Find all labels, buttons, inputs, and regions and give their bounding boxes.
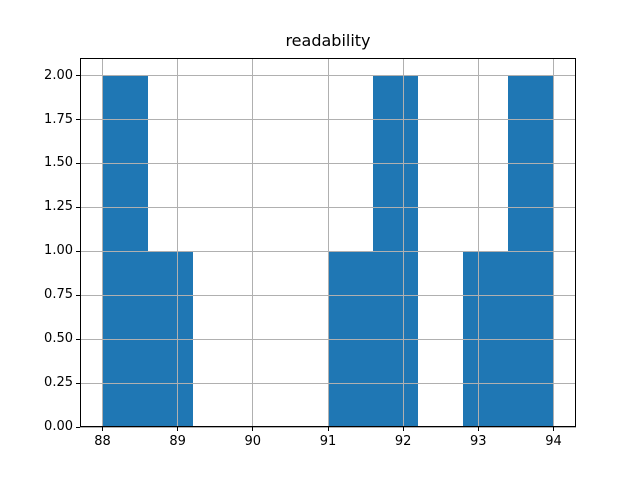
x-tick-mark — [402, 427, 404, 431]
gridline-horizontal — [80, 162, 576, 164]
y-tick-label: 0.75 — [44, 287, 73, 303]
x-tick-label: 92 — [394, 434, 412, 449]
y-tick-mark — [76, 75, 80, 77]
plot-area — [80, 58, 576, 427]
x-tick-mark — [102, 427, 103, 431]
gridline-vertical — [177, 58, 179, 427]
gridline-horizontal — [80, 382, 576, 384]
y-tick-label: 2.00 — [44, 67, 73, 83]
y-tick-mark — [76, 206, 80, 208]
y-tick-mark — [76, 382, 80, 384]
x-tick-label: 88 — [94, 434, 111, 449]
gridline-vertical — [102, 58, 103, 427]
y-tick-mark — [76, 294, 80, 296]
gridline-horizontal — [80, 206, 576, 208]
x-tick-label: 89 — [169, 434, 186, 449]
x-tick-label: 94 — [545, 434, 562, 449]
y-tick-mark — [76, 162, 80, 164]
y-tick-label: 1.00 — [44, 243, 73, 259]
x-tick-label: 90 — [244, 434, 262, 449]
y-tick-label: 0.50 — [44, 331, 73, 347]
y-tick-label: 0.25 — [44, 375, 73, 391]
gridline-horizontal — [80, 250, 576, 252]
y-tick-mark — [76, 119, 80, 120]
y-tick-mark — [76, 338, 80, 340]
gridline-vertical — [477, 58, 479, 427]
x-tick-mark — [553, 427, 554, 431]
chart-title: readability — [285, 31, 371, 50]
x-tick-mark — [252, 427, 254, 431]
x-tick-mark — [327, 427, 329, 431]
x-tick-mark — [477, 427, 479, 431]
gridline-horizontal — [80, 338, 576, 340]
gridline-horizontal — [80, 75, 576, 77]
gridline-vertical — [553, 58, 554, 427]
y-tick-label: 1.25 — [44, 199, 73, 215]
y-tick-mark — [76, 250, 80, 252]
y-tick-label: 1.50 — [44, 155, 73, 171]
x-tick-mark — [177, 427, 179, 431]
gridline-vertical — [252, 58, 254, 427]
gridline-vertical — [327, 58, 329, 427]
y-tick-label: 1.75 — [44, 111, 73, 127]
gridline-horizontal — [80, 294, 576, 296]
x-tick-label: 91 — [319, 434, 337, 449]
gridline-vertical — [402, 58, 404, 427]
x-tick-label: 93 — [470, 434, 487, 449]
y-tick-mark — [76, 426, 80, 428]
y-tick-label: 0.00 — [44, 419, 73, 434]
gridline-horizontal — [80, 119, 576, 120]
